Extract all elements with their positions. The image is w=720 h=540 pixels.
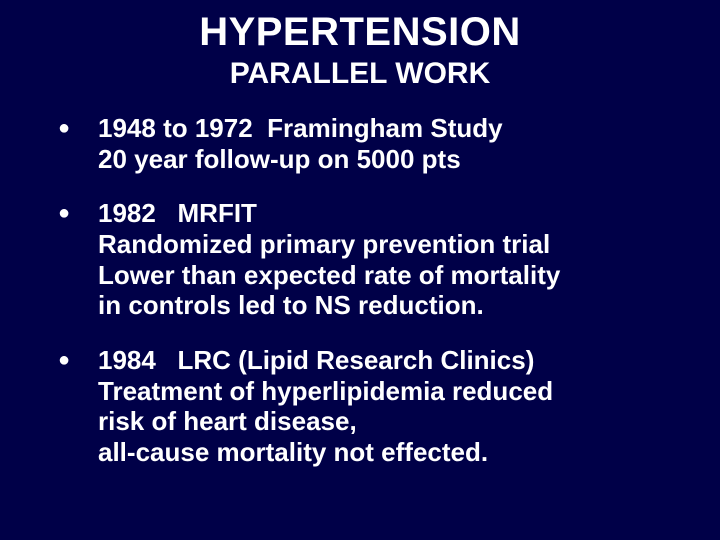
bullet-line: risk of heart disease,: [98, 406, 680, 437]
slide-title: HYPERTENSION: [40, 10, 680, 55]
bullet-line: 20 year follow-up on 5000 pts: [98, 144, 680, 175]
bullet-item: 1984 LRC (Lipid Research Clinics) Treatm…: [58, 345, 680, 468]
bullet-line: 1948 to 1972 Framingham Study: [98, 113, 680, 144]
bullet-line: 1984 LRC (Lipid Research Clinics): [98, 345, 680, 376]
bullet-item: 1982 MRFIT Randomized primary prevention…: [58, 198, 680, 321]
bullet-list: 1948 to 1972 Framingham Study 20 year fo…: [40, 113, 680, 468]
bullet-line: 1982 MRFIT: [98, 198, 680, 229]
bullet-line: Lower than expected rate of mortality: [98, 260, 680, 291]
bullet-line: in controls led to NS reduction.: [98, 290, 680, 321]
bullet-item: 1948 to 1972 Framingham Study 20 year fo…: [58, 113, 680, 174]
bullet-line: all-cause mortality not effected.: [98, 437, 680, 468]
bullet-line: Randomized primary prevention trial: [98, 229, 680, 260]
slide-subtitle: PARALLEL WORK: [40, 57, 680, 91]
bullet-line: Treatment of hyperlipidemia reduced: [98, 376, 680, 407]
